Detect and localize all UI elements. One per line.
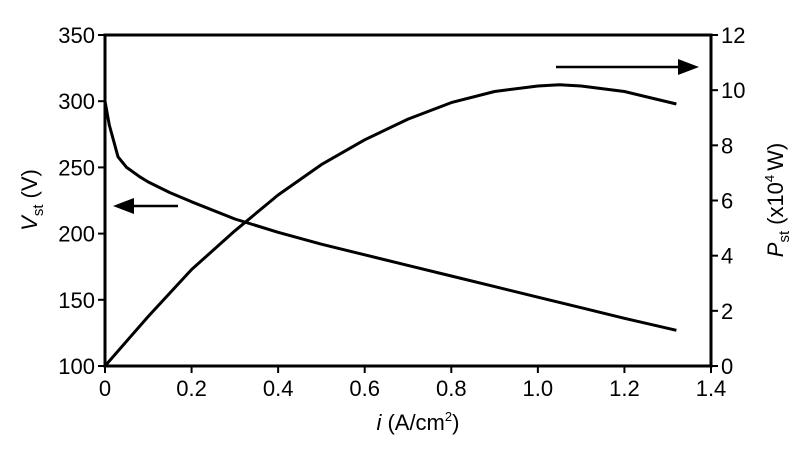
y-right-title-post: W) — [763, 143, 788, 171]
y-left-tick-label: 350 — [58, 23, 95, 48]
y-left-tick-label: 200 — [58, 222, 95, 247]
y-right-tick-label: 10 — [721, 78, 745, 103]
y-right-title-sup: 4 — [762, 175, 777, 182]
x-tick-label: 0.6 — [349, 376, 380, 401]
y-right-tick-label: 4 — [721, 244, 733, 269]
x-axis-title: i (A/cm2) — [377, 409, 460, 435]
y-right-title-main: P — [763, 242, 788, 257]
power-curve-line — [103, 83, 677, 367]
left-arrow — [113, 198, 178, 214]
x-tick-label: 0.2 — [176, 376, 207, 401]
y-left-title-main: V — [17, 214, 42, 231]
y-left-tick-label: 100 — [58, 354, 95, 379]
y-left-tick-label: 250 — [58, 155, 95, 180]
y-left-title-rest: (V) — [17, 169, 42, 198]
series-layer — [103, 83, 677, 367]
y-right-axis-title: Pst (x104 W) — [762, 143, 793, 257]
y-right-tick-label: 0 — [721, 354, 733, 379]
y-right-tick-label: 6 — [721, 189, 733, 214]
y-left-axis-title: Vst (V) — [17, 169, 47, 231]
x-tick-label: 0 — [99, 376, 111, 401]
y-right-tick-label: 12 — [721, 23, 745, 48]
voltage-curve-line — [103, 100, 677, 332]
ticks-layer: 0 0.2 0.4 0.6 0.8 1.0 1.2 1.4100150200250300350… — [58, 23, 745, 401]
x-tick-label: 0.8 — [436, 376, 467, 401]
y-right-title-pre: (x10 — [763, 182, 788, 225]
x-tick-label: 1.0 — [523, 376, 554, 401]
x-axis-title-text: (A/cm — [387, 410, 444, 435]
right-arrow — [556, 59, 699, 75]
y-right-tick-label: 2 — [721, 299, 733, 324]
y-left-title-sub: st — [30, 204, 47, 217]
y-left-tick-label: 300 — [58, 89, 95, 114]
y-right-tick-label: 8 — [721, 133, 733, 158]
x-axis-title-close: ) — [452, 410, 459, 435]
x-tick-label: 1.4 — [696, 376, 727, 401]
x-tick-label: 1.2 — [609, 376, 640, 401]
x-axis-title-sup: 2 — [445, 409, 452, 424]
y-left-tick-label: 150 — [58, 288, 95, 313]
y-right-title-sub: st — [776, 230, 793, 243]
x-axis-title-italic: i — [377, 410, 383, 435]
x-tick-label: 0.4 — [263, 376, 294, 401]
